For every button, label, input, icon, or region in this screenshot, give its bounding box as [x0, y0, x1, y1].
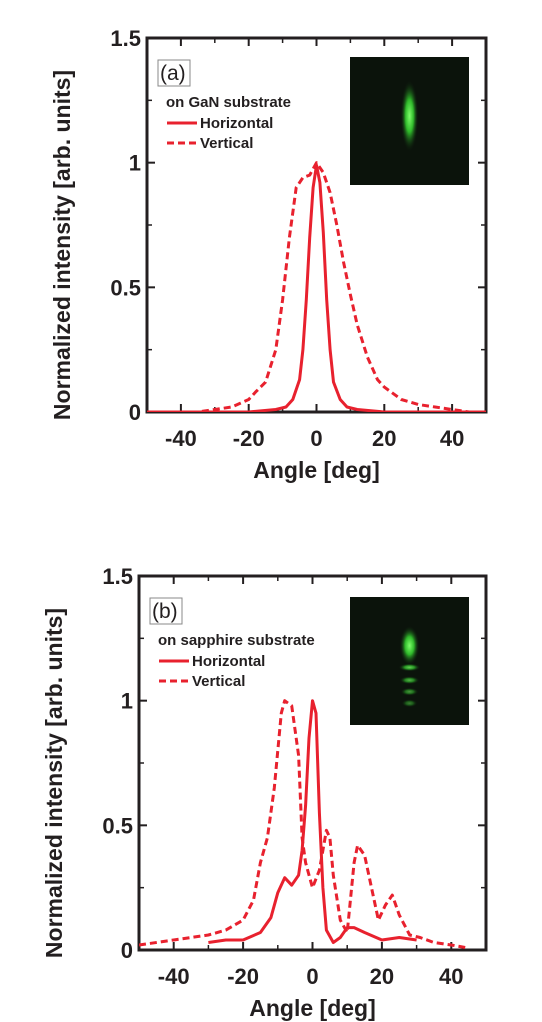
panel-a: -40 -20 0 20 40 0 0.5 1 1.5 Angle [deg] Normalized… — [49, 26, 488, 483]
x-tick-label: 20 — [370, 964, 394, 989]
x-tick-label: -20 — [233, 426, 265, 451]
panel-label: (b) — [152, 600, 178, 623]
legend-label-horizontal: Horizontal — [200, 115, 273, 132]
series-line-horizontal — [147, 163, 486, 412]
panel-label-box — [149, 597, 183, 625]
y-tick-label: 0 — [121, 938, 133, 963]
beam-spot — [399, 625, 420, 666]
panel-label-box — [157, 59, 191, 87]
y-tick-label: 1 — [129, 151, 141, 176]
beam-spot — [400, 79, 419, 152]
x-tick-label: 0 — [306, 964, 318, 989]
y-tick-label: 0.5 — [110, 275, 141, 300]
beam-fringe — [399, 676, 420, 685]
y-axis-title: Normalized intensity [arb. units] — [49, 70, 75, 420]
x-tick-label: 40 — [439, 964, 463, 989]
y-tick-label: 1 — [121, 689, 133, 714]
series-line-vertical — [139, 699, 466, 949]
substrate-annotation: on GaN substrate — [166, 94, 291, 111]
x-tick-label: 40 — [440, 426, 464, 451]
y-tick-label: 1.5 — [110, 26, 141, 51]
legend-label-vertical: Vertical — [200, 135, 253, 152]
series-line-horizontal — [208, 699, 417, 944]
x-tick-label: -40 — [158, 964, 190, 989]
y-tick-label: 0.5 — [102, 813, 133, 838]
beam-fringe — [398, 663, 421, 672]
x-tick-label: -40 — [165, 426, 197, 451]
x-axis-title: Angle [deg] — [253, 457, 380, 483]
substrate-annotation: on sapphire substrate — [158, 632, 315, 649]
x-tick-label: 20 — [372, 426, 396, 451]
y-tick-label: 1.5 — [102, 564, 133, 589]
panel-label: (a) — [160, 62, 186, 85]
x-axis-title: Angle [deg] — [249, 995, 376, 1021]
panel-b: -40 -20 0 20 40 0 0.5 1 1.5 Angle [deg] Normalized… — [41, 564, 488, 1021]
legend-label-vertical: Vertical — [192, 673, 245, 690]
y-axis-title: Normalized intensity [arb. units] — [41, 608, 67, 958]
y-tick-label: 0 — [129, 400, 141, 425]
series-line-vertical — [147, 161, 470, 412]
legend-label-horizontal: Horizontal — [192, 653, 265, 670]
beam-fringe — [401, 699, 418, 708]
x-tick-label: 0 — [310, 426, 322, 451]
x-tick-label: -20 — [227, 964, 259, 989]
beam-fringe — [400, 687, 419, 696]
